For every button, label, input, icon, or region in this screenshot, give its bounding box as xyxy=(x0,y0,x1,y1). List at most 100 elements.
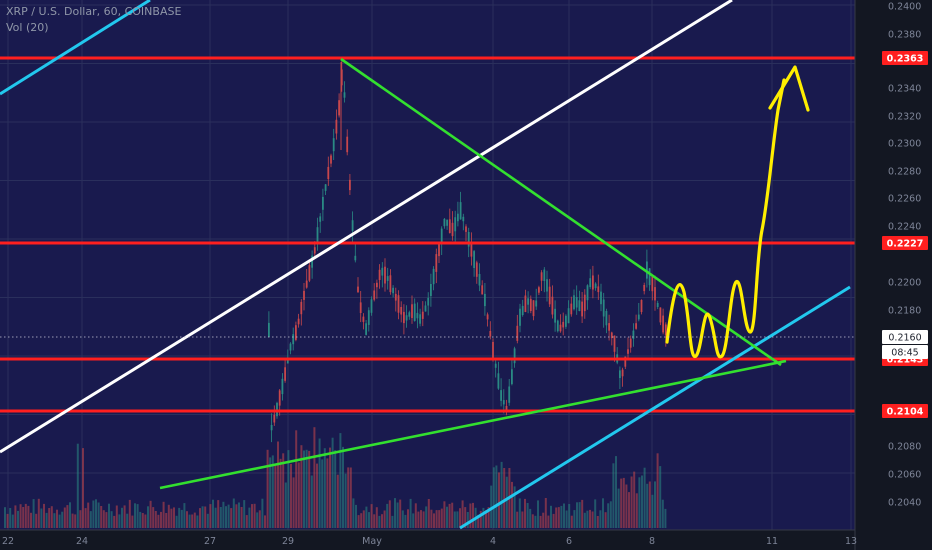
candle-body xyxy=(508,386,511,403)
candle-body xyxy=(624,356,627,367)
price-tick-label: 0.2260 xyxy=(888,194,921,205)
volume-bar xyxy=(643,467,646,528)
volume-bar xyxy=(373,514,376,528)
volume-bar xyxy=(659,466,662,528)
volume-bar xyxy=(622,477,625,528)
volume-bar xyxy=(27,505,30,528)
current-price-tag-bg xyxy=(882,330,928,344)
volume-bar xyxy=(245,515,248,528)
price-tick-label: 0.2060 xyxy=(888,470,921,481)
time-tick-label: 27 xyxy=(204,536,216,547)
volume-bar xyxy=(95,499,97,528)
plot-area[interactable] xyxy=(0,0,855,530)
candle-body xyxy=(440,228,443,244)
volume-bar xyxy=(443,501,446,528)
candle-body xyxy=(511,369,513,385)
price-tick-label: 0.2240 xyxy=(888,222,921,233)
candle-body xyxy=(443,218,446,227)
price-level-tag-label: 0.2104 xyxy=(887,407,924,418)
volume-bar xyxy=(212,499,214,528)
price-level-tag-bg xyxy=(882,51,928,65)
volume-bar xyxy=(425,506,428,528)
candle-body xyxy=(567,308,570,324)
volume-bar xyxy=(664,508,667,528)
volume-bar xyxy=(648,481,651,528)
candle-body xyxy=(529,298,532,311)
candle-body xyxy=(465,226,467,232)
volume-bar xyxy=(269,457,272,528)
volume-bar xyxy=(492,467,495,528)
current-price-tag: 0.2160 08:45 xyxy=(882,330,928,359)
price-tick-label: 0.2300 xyxy=(888,139,921,150)
volume-bar xyxy=(357,515,360,528)
volume-bar xyxy=(472,502,474,528)
volume-bar xyxy=(243,500,246,528)
time-tick-label: 13 xyxy=(845,536,857,547)
channel-line-cyan-upper xyxy=(0,0,151,96)
candle-body xyxy=(365,323,367,335)
volume-bar xyxy=(446,506,448,528)
volume-bar xyxy=(638,477,641,528)
candle-body xyxy=(338,100,340,116)
countdown-label: 08:45 xyxy=(891,348,918,359)
candle-body xyxy=(313,247,316,254)
volume-bar xyxy=(45,512,48,528)
volume-bar xyxy=(108,503,110,528)
price-level-tag-label: 0.2227 xyxy=(887,239,924,250)
volume-bar xyxy=(277,441,279,528)
volume-bar xyxy=(563,503,565,528)
candle-body xyxy=(500,390,502,401)
candle-body xyxy=(646,261,648,279)
projection-path xyxy=(665,78,786,359)
candle-body xyxy=(492,342,494,360)
volume-bar xyxy=(412,513,415,528)
candle-body xyxy=(359,302,362,313)
volume-bars xyxy=(4,427,667,528)
volume-bar xyxy=(48,508,51,528)
candle-body xyxy=(640,300,643,312)
volume-bar xyxy=(591,511,594,528)
candle-body xyxy=(484,293,486,307)
time-tick-label: 6 xyxy=(566,536,572,547)
candle-body xyxy=(411,304,413,318)
volume-bar xyxy=(290,463,292,528)
candle-body xyxy=(481,285,484,295)
candle-body xyxy=(324,184,327,191)
volume-bar xyxy=(651,494,654,528)
volume-bar xyxy=(503,468,506,528)
volume-bar xyxy=(529,508,532,528)
volume-bar xyxy=(162,501,165,528)
volume-bar xyxy=(433,513,435,528)
candle-body xyxy=(502,400,505,405)
volume-bar xyxy=(110,511,113,528)
candle-body xyxy=(573,295,575,310)
volume-bar xyxy=(391,515,394,528)
volume-bar xyxy=(37,498,40,528)
volume-bar xyxy=(448,503,451,528)
volume-bar xyxy=(136,504,139,528)
candle-body xyxy=(273,414,276,423)
volume-bar xyxy=(128,499,131,528)
volume-bar xyxy=(490,485,493,528)
volume-bar xyxy=(186,511,188,528)
volume-bar xyxy=(225,506,227,528)
candle-body xyxy=(656,303,659,307)
candle-body xyxy=(494,363,497,368)
candle-body xyxy=(343,92,346,98)
volume-bar xyxy=(323,448,326,528)
volume-bar xyxy=(74,514,77,528)
volume-bar xyxy=(568,504,571,528)
candle-body xyxy=(300,301,303,315)
volume-bar xyxy=(594,499,597,528)
volume-bar xyxy=(71,513,74,528)
volume-bar xyxy=(438,510,441,528)
candle-body xyxy=(413,303,416,321)
volume-bar xyxy=(24,503,27,528)
volume-bar xyxy=(318,438,321,528)
candle-body xyxy=(562,321,565,328)
candle-body xyxy=(527,298,529,305)
volume-bar xyxy=(105,512,108,528)
volume-bar xyxy=(365,506,368,528)
